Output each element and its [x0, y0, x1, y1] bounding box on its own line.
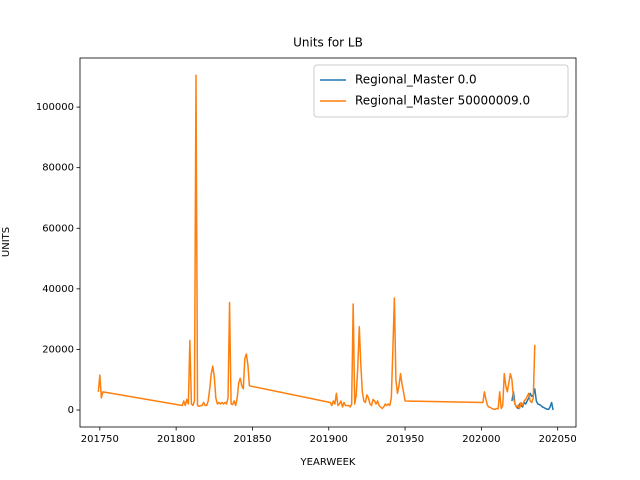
y-tick-label: 60000: [42, 223, 74, 234]
y-tick-label: 0: [68, 405, 74, 416]
y-tick-label: 100000: [36, 102, 74, 113]
x-axis-label: YEARWEEK: [300, 457, 356, 468]
x-tick-label: 201900: [310, 434, 348, 445]
y-tick-label: 40000: [42, 284, 74, 295]
x-tick-label: 202000: [462, 434, 500, 445]
x-tick-label: 202050: [539, 434, 577, 445]
legend-label: Regional_Master 0.0: [355, 73, 477, 87]
legend-label: Regional_Master 50000009.0: [355, 94, 530, 108]
y-axis-label: UNITS: [1, 227, 12, 257]
y-tick-label: 80000: [42, 163, 74, 174]
x-tick-label: 201800: [157, 434, 195, 445]
x-tick-label: 201750: [81, 434, 119, 445]
chart-title: Units for LB: [293, 36, 363, 50]
plot-frame: [79, 57, 577, 428]
x-tick-label: 201950: [386, 434, 424, 445]
legend-box: [313, 64, 569, 118]
line: [97, 74, 536, 411]
y-tick-label: 20000: [42, 344, 74, 355]
x-tick-label: 201850: [233, 434, 271, 445]
